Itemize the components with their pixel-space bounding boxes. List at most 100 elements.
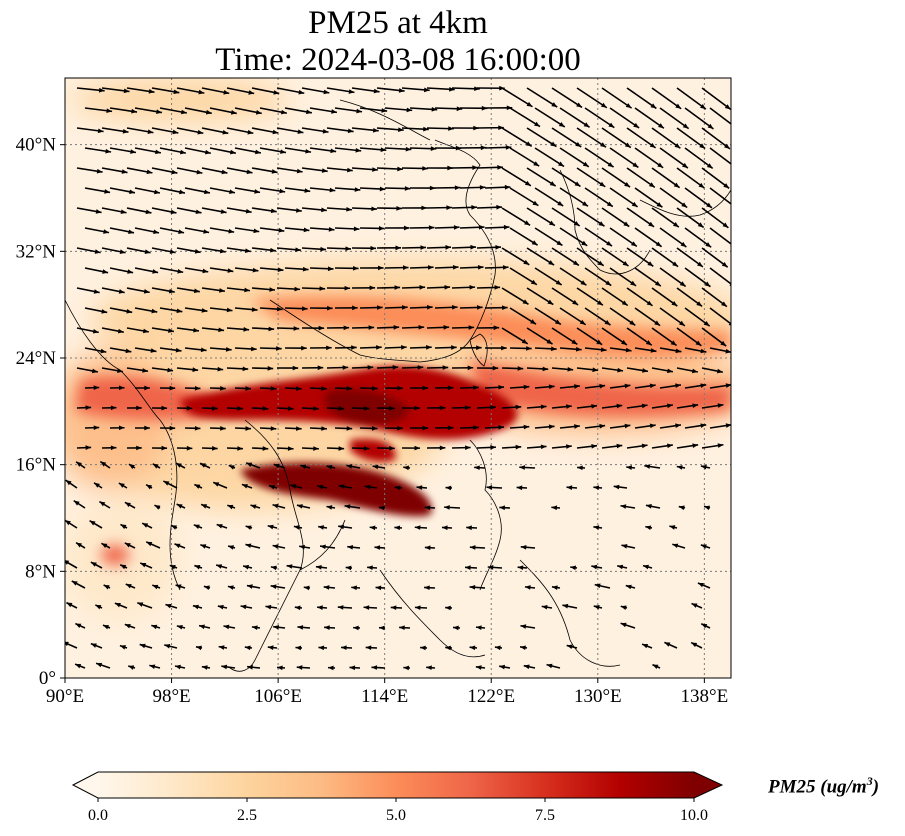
wind-arrow-head xyxy=(371,426,378,431)
wind-arrow-head xyxy=(213,482,220,487)
wind-arrow-head xyxy=(128,464,135,470)
wind-arrow-head xyxy=(237,446,243,451)
wind-arrow-head xyxy=(621,339,627,345)
wind-arrow-head xyxy=(414,605,421,610)
wind-arrow-head xyxy=(495,244,502,250)
wind-arrow-head xyxy=(321,426,327,431)
lon-tick-label: 122°E xyxy=(467,686,515,707)
wind-arrow-head xyxy=(671,300,678,307)
wind-arrow xyxy=(676,167,705,189)
wind-arrow-head xyxy=(477,264,484,270)
wind-arrow-head xyxy=(404,186,411,191)
wind-arrow-head xyxy=(148,89,155,94)
wind-arrow-head xyxy=(128,665,135,670)
wind-arrow xyxy=(601,127,632,149)
wind-arrow-head xyxy=(99,501,106,507)
wind-arrow xyxy=(601,87,633,109)
wind-arrow-head xyxy=(571,339,578,345)
wind-arrow-head xyxy=(194,565,201,570)
lon-tick-label: 106°E xyxy=(254,686,302,707)
wind-arrow-head xyxy=(498,424,505,430)
wind-arrow-head xyxy=(605,280,612,286)
wind-arrow-head xyxy=(118,425,125,431)
wind-arrow-head xyxy=(324,625,330,630)
wind-arrow-head xyxy=(583,122,590,128)
wind-arrow-head xyxy=(548,220,555,226)
wind-arrow-head xyxy=(422,166,428,171)
wind-arrow-head xyxy=(641,403,648,409)
wind-arrow-head xyxy=(241,484,248,489)
wind-arrow-head xyxy=(566,444,572,449)
wind-arrow-head xyxy=(721,301,727,307)
wind-arrow-head xyxy=(280,149,286,154)
wind-arrow-head xyxy=(423,126,429,132)
wind-arrow-head xyxy=(526,346,532,351)
wind-arrow-head xyxy=(117,328,124,334)
wind-arrow-head xyxy=(130,149,136,154)
wind-arrow-head xyxy=(331,109,337,114)
wind-arrow-head xyxy=(629,320,636,326)
wind-arrow-head xyxy=(416,485,423,490)
wind-arrow-head xyxy=(218,645,225,650)
wind-arrow-head xyxy=(131,108,138,114)
wind-arrow xyxy=(551,167,581,188)
wind-arrow xyxy=(634,147,664,169)
wind-arrow-head xyxy=(452,305,458,310)
wind-arrow xyxy=(534,147,565,168)
wind-arrow-head xyxy=(368,325,375,330)
wind-arrow-head xyxy=(303,227,310,233)
wind-arrow-head xyxy=(502,265,509,270)
wind-arrow-head xyxy=(245,208,252,214)
wind-arrow-head xyxy=(658,123,664,129)
wind-arrow-head xyxy=(426,665,432,671)
wind-arrow-head xyxy=(199,624,205,630)
wind-arrow-head xyxy=(242,366,249,372)
wind-arrow-head xyxy=(504,184,511,190)
wind-arrow-head xyxy=(102,625,109,630)
wind-arrow-head xyxy=(103,584,110,590)
wind-arrow xyxy=(651,87,682,110)
wind-arrow-head xyxy=(700,383,707,388)
wind-arrow-head xyxy=(353,226,360,232)
wind-arrow xyxy=(559,107,591,128)
wind-arrow-head xyxy=(515,404,522,410)
wind-arrow-head xyxy=(473,425,479,430)
wind-arrow-head xyxy=(473,125,479,131)
lat-tick-label: 40°N xyxy=(16,135,57,156)
lon-tick-label: 98°E xyxy=(152,686,190,707)
wind-arrow-head xyxy=(546,663,553,669)
wind-arrow-head xyxy=(85,405,92,410)
lon-tick-label: 114°E xyxy=(361,686,408,707)
wind-arrow-head xyxy=(203,585,210,591)
colorbar-label: PM25 (ug/m3) xyxy=(768,774,880,798)
wind-arrow-head xyxy=(506,105,513,111)
wind-arrow-head xyxy=(204,149,211,155)
wind-arrow-head xyxy=(177,268,184,274)
wind-arrow-head xyxy=(667,368,673,374)
wind-arrow xyxy=(634,187,663,208)
wind-arrow-head xyxy=(347,128,354,134)
wind-arrow-head xyxy=(394,485,401,491)
wind-arrow-head xyxy=(620,605,627,610)
wind-arrow-head xyxy=(646,300,653,306)
wind-arrow-head xyxy=(180,109,187,115)
lon-axis: 90°E 98°E 106°E 114°E 122°E 130°E 138°E xyxy=(46,678,728,707)
wind-arrow-head xyxy=(499,664,506,670)
wind-arrow-head xyxy=(701,623,708,629)
wind-arrow-head xyxy=(179,189,185,195)
colorbar-tick-label: 0.0 xyxy=(88,807,108,824)
wind-arrow xyxy=(501,87,533,108)
wind-arrow-head xyxy=(645,340,652,346)
wind-arrow-head xyxy=(669,525,676,530)
wind-arrow-head xyxy=(678,505,685,511)
wind-arrow-head xyxy=(354,187,361,192)
wind-arrow xyxy=(501,127,533,147)
wind-arrow-head xyxy=(243,327,250,332)
wind-arrow-head xyxy=(502,305,508,311)
wind-arrow-head xyxy=(319,286,326,291)
wind-arrow-head xyxy=(255,149,261,155)
wind-arrow-head xyxy=(155,149,161,155)
wind-arrow-head xyxy=(480,145,487,151)
wind-arrow-head xyxy=(290,484,297,489)
wind-arrow-head xyxy=(276,346,282,351)
